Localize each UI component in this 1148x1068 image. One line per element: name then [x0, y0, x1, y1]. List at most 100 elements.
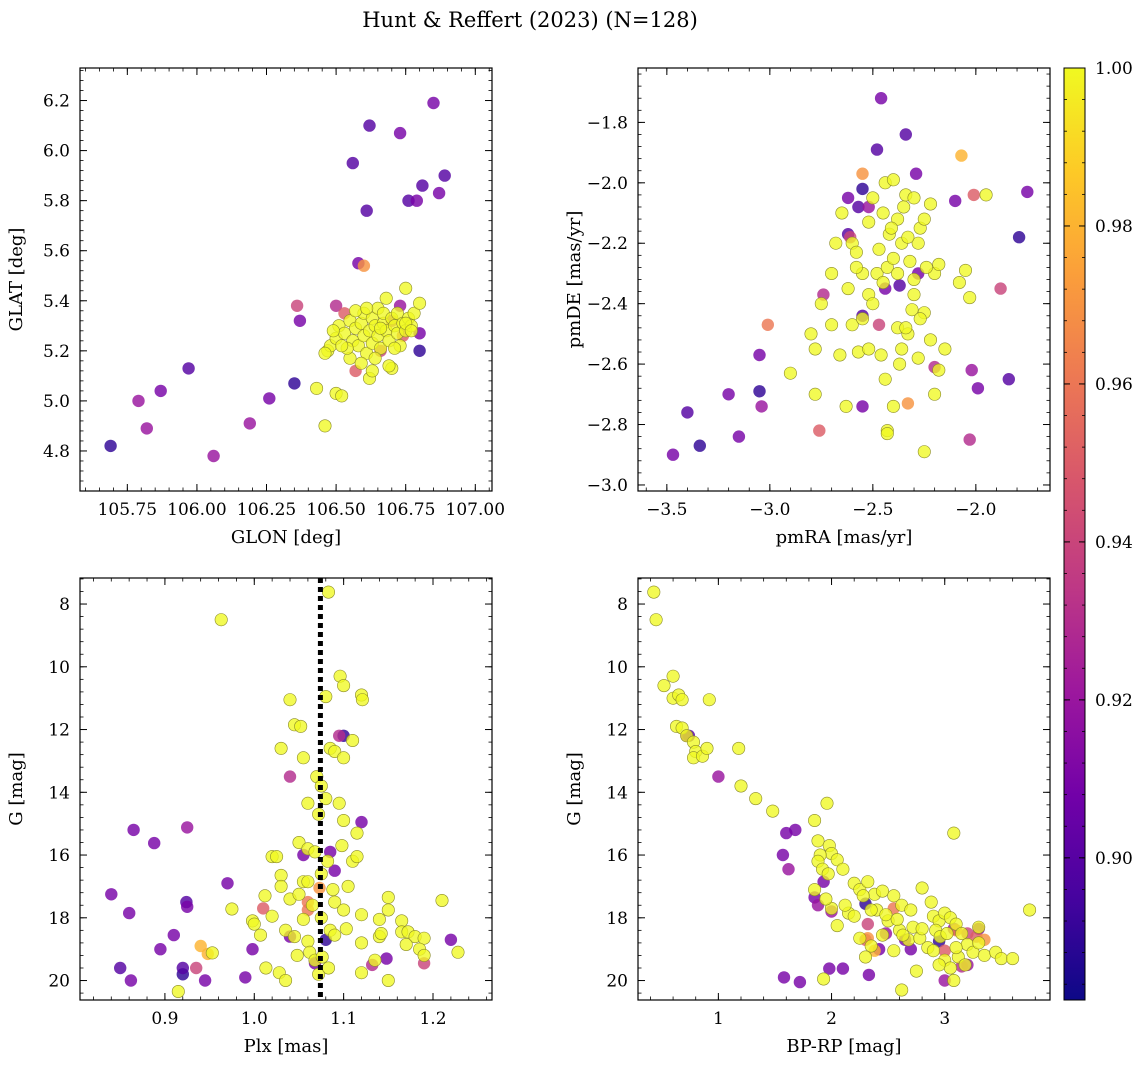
data-point	[866, 297, 880, 311]
data-point	[399, 281, 413, 295]
data-point	[895, 342, 909, 356]
x-tick-label: 106.25	[237, 500, 296, 520]
panel-glon-glat: 105.75 106.00 106.25 106.50 106.75 107.00 4.8 5…	[6, 67, 505, 548]
data-point	[884, 221, 898, 235]
data-point	[830, 853, 844, 867]
y-tick-label: 18	[48, 909, 70, 929]
data-point	[755, 400, 768, 413]
data-point	[265, 909, 279, 923]
data-point	[360, 204, 373, 217]
scatter-points	[105, 585, 465, 998]
data-point	[239, 971, 252, 984]
data-point	[994, 282, 1007, 295]
data-point	[417, 948, 431, 962]
data-point	[952, 275, 966, 289]
data-point	[823, 962, 836, 975]
data-point	[749, 792, 763, 806]
data-point	[395, 914, 409, 928]
data-point	[907, 191, 921, 205]
x-tick-label: −3.0	[749, 500, 790, 520]
data-point	[849, 260, 863, 274]
data-point	[907, 288, 921, 302]
data-point	[374, 341, 388, 355]
x-axis-label: GLON [deg]	[231, 527, 341, 548]
data-point	[413, 344, 426, 357]
data-point	[856, 400, 869, 413]
data-point	[675, 693, 689, 707]
y-tick-label: −1.8	[587, 113, 628, 133]
figure-title: Hunt & Reffert (2023) (N=128)	[362, 8, 698, 32]
data-point	[368, 953, 382, 967]
colorbar: 0.90 0.92 0.94 0.96 0.98 1.00	[1063, 59, 1133, 1001]
data-point	[270, 850, 284, 864]
data-point	[1023, 903, 1037, 917]
data-point	[335, 389, 349, 403]
data-point	[127, 823, 140, 837]
data-point	[776, 848, 790, 862]
data-point	[417, 931, 431, 945]
data-point	[176, 961, 189, 975]
data-point	[825, 318, 839, 332]
data-point	[845, 318, 859, 332]
data-point	[887, 889, 901, 903]
data-point	[932, 257, 946, 271]
data-point	[901, 397, 915, 410]
panel-proper-motion: −3.5 −3.0 −2.5 −2.0 −3.0 −2.8 −2.6 −2.4 −2.2 −2.0…	[564, 67, 1051, 548]
data-point	[287, 930, 301, 944]
data-point	[753, 385, 766, 398]
data-point	[283, 770, 297, 783]
data-point	[967, 188, 980, 202]
data-point	[318, 419, 332, 433]
data-point	[899, 321, 913, 335]
y-tick-label: 8	[59, 595, 70, 615]
data-point	[416, 179, 429, 192]
data-point	[789, 823, 802, 837]
data-point	[911, 351, 925, 365]
y-tick-label: 4.8	[43, 442, 70, 462]
data-point	[148, 836, 161, 850]
data-point	[346, 733, 360, 747]
data-point	[357, 259, 371, 272]
data-point	[702, 693, 716, 707]
data-point	[817, 972, 831, 986]
data-point	[435, 893, 449, 907]
data-point	[874, 348, 888, 362]
y-axis-label: pmDE [mas/yr]	[564, 211, 585, 349]
data-point	[836, 862, 850, 876]
data-point	[355, 693, 369, 707]
data-point	[947, 826, 961, 840]
data-point	[874, 92, 888, 105]
y-tick-label: 6.2	[43, 92, 70, 112]
data-point	[947, 973, 961, 987]
data-point	[887, 944, 901, 958]
data-point	[294, 719, 308, 733]
data-point	[310, 381, 324, 395]
y-tick-label: −2.6	[587, 355, 628, 375]
axes-frame	[637, 577, 1051, 1001]
data-point	[734, 779, 748, 793]
x-tick-label: −2.5	[852, 500, 893, 520]
data-point	[335, 339, 349, 353]
data-point	[328, 928, 342, 942]
data-point	[994, 952, 1008, 966]
data-point	[399, 937, 413, 951]
data-point	[864, 939, 878, 953]
y-axis-label: G [mag]	[564, 752, 585, 825]
data-point	[365, 364, 379, 378]
data-point	[904, 903, 918, 917]
data-point	[350, 826, 364, 840]
data-point	[977, 948, 991, 962]
data-point	[893, 357, 907, 371]
data-point	[864, 903, 878, 917]
data-point	[337, 751, 351, 765]
data-point	[290, 299, 304, 312]
data-point	[293, 314, 307, 327]
data-point	[919, 260, 933, 274]
x-tick-label: 1.0	[241, 1009, 268, 1029]
data-point	[259, 961, 273, 975]
data-point	[923, 333, 937, 347]
data-point	[732, 430, 746, 443]
y-tick-label: 10	[48, 658, 70, 678]
data-point	[393, 126, 407, 140]
